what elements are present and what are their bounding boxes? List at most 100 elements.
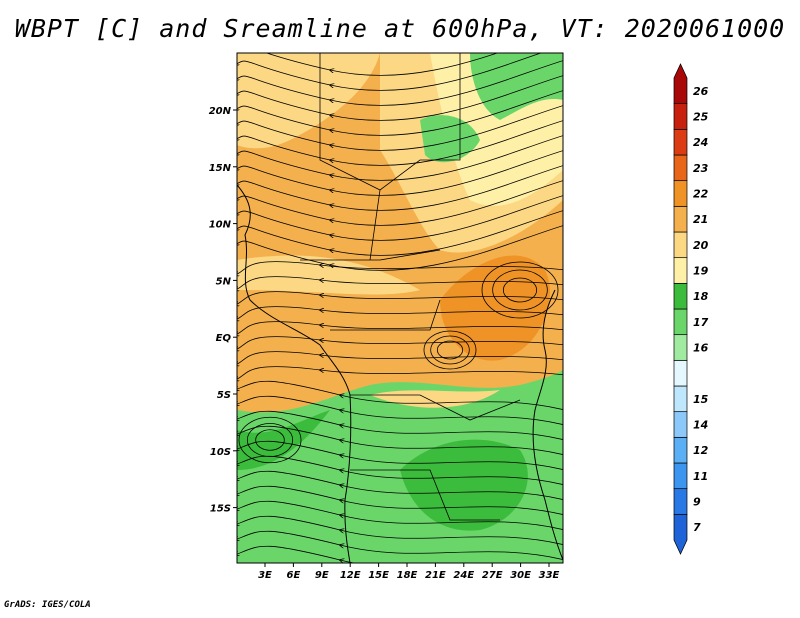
lon-label: 9E	[315, 570, 329, 581]
streamline-eddy	[492, 269, 548, 311]
coastline	[237, 184, 352, 563]
streamline	[237, 180, 563, 226]
lon-label: 6E	[287, 570, 301, 581]
colorbar-swatch	[673, 282, 688, 310]
streamlines	[235, 53, 563, 563]
map-frame	[236, 52, 564, 564]
colorbar-swatch	[673, 411, 688, 438]
streamline	[237, 425, 563, 455]
colorbar-label: 7	[693, 521, 701, 534]
lon-label: 21E	[425, 570, 446, 581]
streamline	[237, 410, 563, 440]
colorbar-label: 24	[693, 136, 708, 149]
wbpt-shade-17-patch	[420, 115, 480, 163]
streamline-eddy	[436, 340, 464, 360]
lon-label: 3E	[258, 570, 272, 581]
colorbar-label: 23	[693, 162, 709, 175]
streamline	[237, 291, 563, 305]
streamline	[237, 165, 563, 211]
lon-label: 33E	[539, 570, 560, 581]
streamline	[237, 500, 563, 530]
colorbar-swatch	[673, 436, 688, 464]
streamline	[237, 395, 563, 425]
colorbar-label: 11	[693, 470, 708, 483]
streamline	[237, 366, 563, 380]
streamline-eddy	[423, 330, 477, 370]
lake-shore	[532, 289, 563, 561]
colorbar-label: 26	[693, 85, 709, 98]
streamline-eddy	[246, 423, 294, 457]
colorbar-swatch	[673, 154, 688, 182]
streamline	[237, 321, 563, 335]
colorbar-label: 9	[693, 496, 701, 509]
country-borders	[300, 53, 521, 521]
colorbar-swatch	[673, 385, 688, 413]
lat-label: 20N	[209, 106, 232, 117]
lat-label: 10N	[209, 220, 232, 231]
lat-label: 5S	[217, 390, 231, 401]
colorbar-label: 22	[693, 188, 709, 201]
streamline	[237, 336, 563, 350]
lon-label: 15E	[368, 570, 389, 581]
streamline	[237, 60, 563, 106]
lat-label: 10S	[210, 447, 231, 458]
lon-label: 12E	[340, 570, 361, 581]
streamline	[237, 90, 563, 136]
colorbar-swatch	[673, 462, 688, 490]
lon-label: 18E	[397, 570, 418, 581]
colorbar-swatch	[673, 334, 688, 361]
map-panel	[235, 53, 563, 563]
lat-label: 5N	[216, 276, 232, 287]
streamline-eddy	[255, 429, 285, 451]
streamline	[237, 545, 356, 563]
figure-title: WBPT [C] and Sreamline at 600hPa, VT: 20…	[14, 14, 786, 43]
streamline	[237, 515, 563, 545]
wbpt-shade-17-north	[470, 53, 563, 120]
streamline	[237, 75, 563, 121]
streamline	[237, 440, 563, 470]
colorbar-swatch	[673, 488, 688, 515]
latitude-axis: 20N 15N 10N 5N EQ 5S 10S 15S	[209, 106, 237, 515]
streamline	[237, 380, 563, 410]
lat-label: 15N	[209, 163, 232, 174]
streamline	[237, 351, 563, 365]
streamline-eddy	[481, 261, 559, 319]
colorbar-label: 21	[693, 213, 708, 226]
colorbar-swatch	[673, 257, 688, 284]
colorbar-label: 15	[693, 393, 709, 406]
colorbar-label: 18	[693, 290, 709, 303]
streamline	[237, 105, 563, 151]
streamline-eddy	[502, 277, 538, 303]
colorbar-swatch	[673, 103, 688, 130]
lon-label: 24E	[453, 570, 474, 581]
colorbar-label: 25	[693, 111, 709, 124]
colorbar-label: 16	[693, 342, 709, 355]
colorbar-swatch	[673, 63, 688, 105]
colorbar-swatch	[673, 359, 688, 387]
streamline	[237, 306, 563, 320]
lat-label: 15S	[210, 504, 231, 515]
streamline	[237, 455, 563, 485]
colorbar-label: 19	[693, 265, 709, 278]
colorbar-swatch	[673, 128, 688, 156]
streamline	[237, 485, 563, 515]
lon-label: 27E	[482, 570, 503, 581]
streamline	[237, 135, 563, 181]
colorbar-swatch	[673, 180, 688, 207]
grads-credit: GrADS: IGES/COLA	[4, 600, 91, 610]
lon-label: 30E	[510, 570, 531, 581]
streamline	[235, 53, 499, 76]
colorbar-swatch	[673, 513, 688, 555]
streamline	[237, 53, 543, 91]
streamline-eddy	[238, 416, 302, 464]
colorbar-swatch	[673, 308, 688, 336]
colorbar-swatch	[673, 205, 688, 233]
streamline	[237, 470, 563, 500]
streamline	[237, 530, 563, 560]
streamline	[237, 210, 563, 256]
colorbar-label: 20	[693, 239, 709, 252]
colorbar-label: 14	[693, 419, 708, 432]
colorbar: 7 9 11 12 14 15 16 17 18 19 20 21 22 23 24 25 26	[673, 63, 709, 555]
